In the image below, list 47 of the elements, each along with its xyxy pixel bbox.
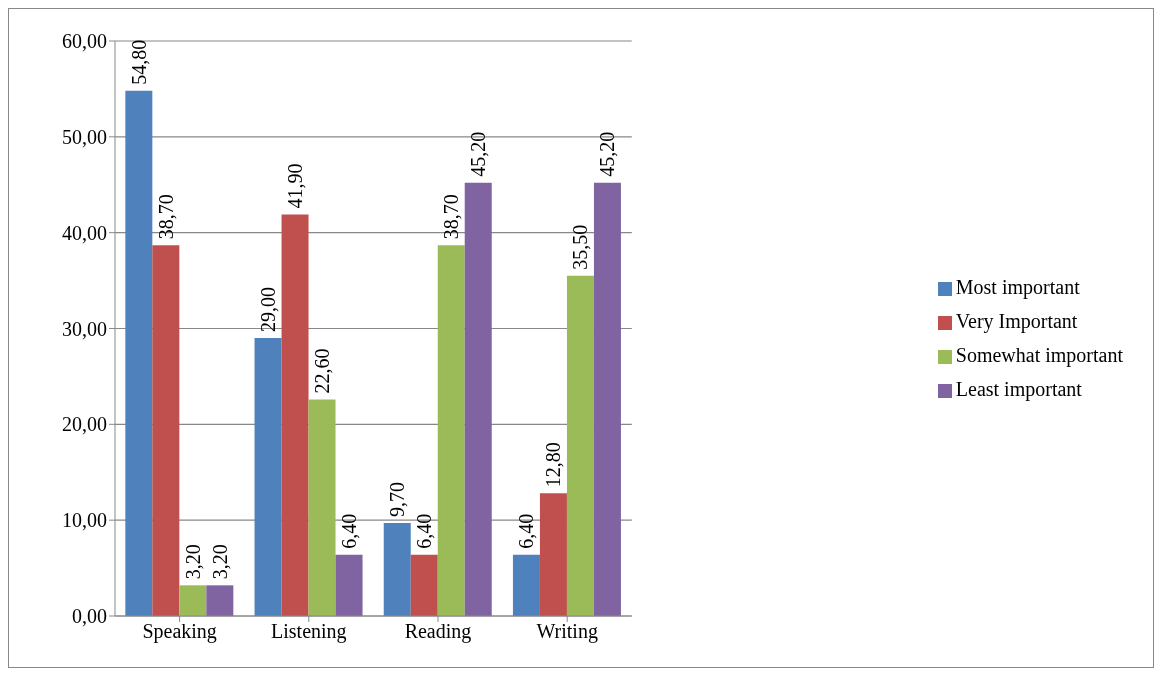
- data-label: 45,20: [596, 131, 619, 177]
- y-tick-label: 30,00: [62, 317, 107, 340]
- bar: [152, 245, 180, 616]
- data-label: 38,70: [154, 194, 177, 240]
- bar: [539, 493, 567, 616]
- data-label: 38,70: [440, 194, 463, 240]
- legend-label: Least important: [955, 378, 1082, 400]
- data-label: 9,70: [386, 482, 409, 518]
- data-label: 6,40: [413, 513, 436, 549]
- data-label: 35,50: [569, 224, 592, 270]
- bar: [410, 554, 438, 616]
- data-label: 41,90: [284, 163, 307, 209]
- bar: [437, 245, 465, 616]
- bar: [593, 182, 621, 616]
- data-label: 3,20: [181, 544, 204, 580]
- y-tick-label: 0,00: [72, 605, 107, 628]
- y-tick-label: 20,00: [62, 413, 107, 436]
- bar: [179, 585, 207, 616]
- data-label: 22,60: [311, 348, 334, 394]
- bar: [512, 554, 540, 616]
- bar: [566, 275, 594, 616]
- bar: [206, 585, 234, 616]
- bar: [254, 338, 282, 616]
- x-tick-label: Writing: [536, 620, 598, 644]
- bar: [125, 90, 153, 616]
- bar: [464, 182, 492, 616]
- bar: [383, 523, 411, 616]
- data-label: 12,80: [542, 442, 565, 488]
- y-tick-label: 60,00: [62, 30, 107, 53]
- legend-label: Somewhat important: [955, 344, 1123, 366]
- bar: [308, 399, 336, 616]
- x-tick-label: Reading: [404, 620, 472, 644]
- x-tick-label: Listening: [271, 620, 347, 644]
- data-label: 6,40: [338, 513, 361, 549]
- legend-label: Most important: [955, 276, 1080, 298]
- x-tick-label: Speaking: [142, 620, 217, 644]
- data-label: 54,80: [127, 39, 150, 85]
- data-label: 6,40: [515, 513, 538, 549]
- legend-label: Very Important: [955, 310, 1078, 332]
- data-label: 45,20: [467, 131, 490, 177]
- data-label: 29,00: [257, 287, 280, 333]
- bar: [335, 554, 363, 616]
- y-tick-label: 40,00: [62, 221, 107, 244]
- y-tick-label: 50,00: [62, 125, 107, 148]
- data-label: 3,20: [208, 544, 231, 580]
- bar: [281, 214, 309, 616]
- y-tick-label: 10,00: [62, 509, 107, 532]
